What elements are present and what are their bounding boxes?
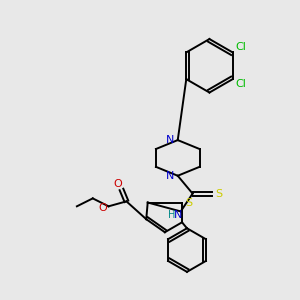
Text: O: O	[98, 203, 107, 213]
Text: S: S	[215, 189, 222, 199]
Text: H: H	[168, 210, 176, 220]
Text: N: N	[165, 135, 174, 145]
Text: Cl: Cl	[236, 79, 247, 89]
Text: O: O	[113, 178, 122, 188]
Text: N: N	[174, 210, 182, 220]
Text: Cl: Cl	[236, 43, 247, 52]
Text: N: N	[165, 171, 174, 181]
Text: S: S	[185, 197, 193, 208]
